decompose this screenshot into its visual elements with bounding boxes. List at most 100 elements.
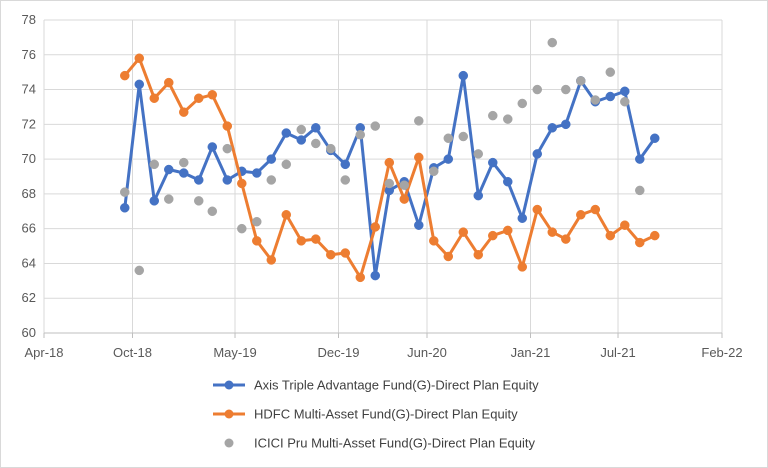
data-point — [532, 204, 543, 215]
series-2 — [120, 53, 660, 283]
data-point — [311, 138, 321, 149]
legend-label: Axis Triple Advantage Fund(G)-Direct Pla… — [254, 378, 539, 393]
data-point — [370, 121, 381, 131]
x-tick-label: Jan-21 — [511, 345, 551, 360]
data-point — [620, 220, 630, 230]
data-point — [503, 114, 513, 124]
legend-label: HDFC Multi-Asset Fund(G)-Direct Plan Equ… — [254, 407, 518, 422]
data-point — [252, 216, 262, 227]
data-point — [517, 98, 528, 109]
y-tick-label: 76 — [22, 47, 36, 62]
data-point — [414, 152, 424, 163]
legend-item: ICICI Pru Multi-Asset Fund(G)-Direct Pla… — [224, 436, 536, 451]
data-point — [164, 164, 174, 175]
data-point — [473, 250, 484, 260]
x-tick-label: Feb-22 — [701, 345, 742, 360]
data-point — [503, 225, 513, 236]
data-point — [120, 187, 130, 197]
data-point — [340, 159, 351, 170]
data-point — [207, 142, 218, 152]
data-point — [429, 236, 439, 246]
plot-series — [120, 37, 660, 283]
data-point — [326, 250, 336, 260]
data-point — [561, 84, 571, 95]
data-point — [296, 135, 307, 145]
data-point — [281, 128, 292, 138]
data-point — [266, 255, 277, 265]
data-point — [384, 178, 395, 189]
data-point — [134, 265, 145, 276]
y-tick-label: 72 — [22, 116, 36, 131]
data-point — [532, 149, 543, 159]
data-point — [650, 133, 660, 143]
data-point — [179, 168, 189, 178]
data-point — [547, 227, 558, 237]
data-point — [296, 124, 307, 135]
legend-marker-swatch — [224, 380, 234, 390]
data-point — [164, 194, 174, 204]
data-point — [134, 53, 145, 64]
data-point — [473, 149, 484, 159]
y-tick-label: 60 — [22, 325, 36, 340]
data-point — [399, 194, 410, 204]
data-point — [503, 176, 513, 187]
legend: Axis Triple Advantage Fund(G)-Direct Pla… — [213, 378, 539, 451]
data-point — [429, 166, 439, 177]
data-point — [237, 223, 247, 234]
data-point — [149, 159, 160, 170]
data-point — [458, 70, 469, 81]
y-tick-label: 70 — [22, 151, 36, 166]
data-point — [635, 154, 645, 164]
data-point — [620, 96, 630, 107]
y-tick-label: 78 — [22, 12, 36, 27]
data-point — [414, 116, 424, 126]
data-point — [414, 220, 424, 230]
data-point — [443, 133, 454, 143]
data-point — [355, 130, 366, 140]
y-tick-label: 68 — [22, 186, 36, 201]
data-point — [443, 251, 454, 262]
data-point — [458, 131, 469, 142]
data-point — [561, 119, 571, 130]
data-point — [194, 93, 204, 103]
data-point — [605, 91, 616, 102]
legend-label: ICICI Pru Multi-Asset Fund(G)-Direct Pla… — [254, 436, 536, 451]
legend-marker-swatch — [224, 409, 234, 419]
data-point — [488, 110, 498, 121]
data-point — [252, 236, 262, 246]
data-point — [399, 180, 410, 190]
data-point — [281, 159, 292, 170]
legend-marker-swatch — [224, 438, 234, 448]
x-tick-label: May-19 — [213, 345, 256, 360]
data-point — [605, 67, 616, 77]
data-point — [532, 84, 543, 95]
x-tick-label: Apr-18 — [24, 345, 63, 360]
data-point — [311, 234, 321, 244]
data-point — [326, 143, 336, 154]
data-point — [517, 262, 528, 272]
data-point — [340, 175, 351, 185]
data-point — [281, 210, 292, 220]
data-point — [635, 185, 645, 196]
legend-item: HDFC Multi-Asset Fund(G)-Direct Plan Equ… — [213, 407, 518, 422]
x-tick-label: Jun-20 — [407, 345, 447, 360]
y-tick-label: 74 — [22, 82, 36, 97]
data-point — [252, 168, 262, 178]
data-point — [590, 204, 601, 215]
data-point — [340, 248, 351, 258]
legend-item: Axis Triple Advantage Fund(G)-Direct Pla… — [213, 378, 539, 393]
data-point — [576, 210, 586, 220]
data-point — [355, 272, 366, 283]
data-point — [473, 190, 484, 201]
data-point — [590, 95, 601, 105]
data-point — [222, 175, 233, 185]
data-point — [488, 157, 498, 168]
x-tick-label: Dec-19 — [318, 345, 360, 360]
data-point — [120, 70, 130, 81]
data-point — [179, 107, 189, 117]
data-point — [194, 196, 204, 206]
data-point — [576, 76, 586, 86]
data-point — [443, 154, 454, 164]
data-point — [207, 206, 218, 217]
